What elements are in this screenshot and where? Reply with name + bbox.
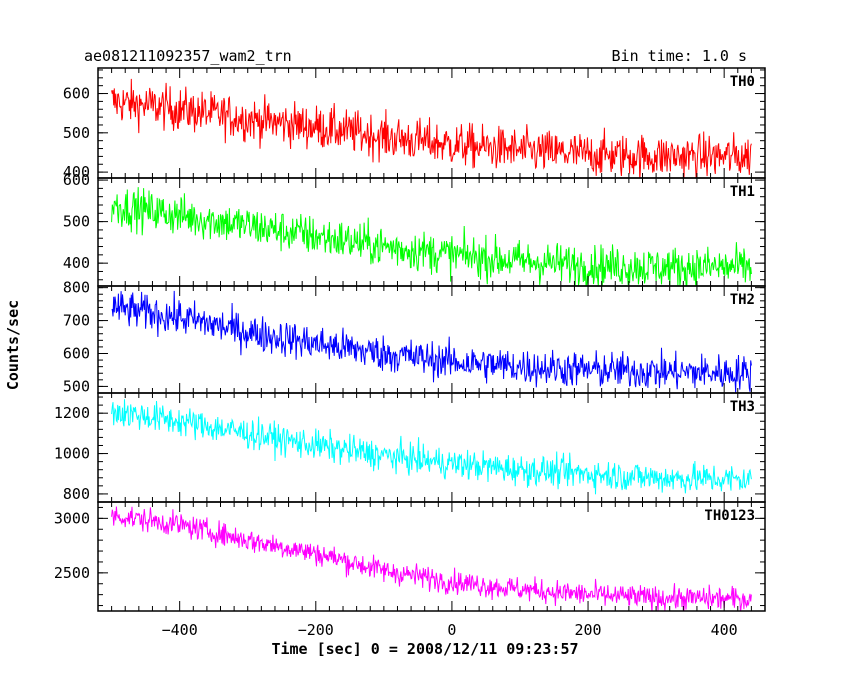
y-tick-label: 600: [63, 171, 90, 189]
x-tick-label: 0: [447, 621, 456, 639]
x-tick-label: 400: [711, 621, 738, 639]
panel-th1: 400 500 600 TH1: [63, 171, 766, 287]
y-tick-label: 800: [63, 279, 90, 297]
panel-label-th3: TH3: [730, 399, 755, 415]
panel-label-th0: TH0: [730, 74, 755, 90]
y-tick-label: 800: [63, 485, 90, 503]
y-tick-label: 500: [63, 213, 90, 231]
y-axis-title: Counts/sec: [4, 300, 22, 390]
series-line-th0123: [111, 506, 752, 611]
series-line-th3: [111, 399, 752, 495]
x-axis-title: Time [sec] 0 = 2008/12/11 09:23:57: [271, 640, 578, 658]
x-tick-label: 200: [574, 621, 601, 639]
panel-th0123: 2500 3000 TH0123: [54, 501, 766, 612]
y-tick-label: 700: [63, 312, 90, 330]
x-tick-label: −400: [162, 621, 198, 639]
panel-th2: 500 600 700 800 TH2: [63, 279, 766, 395]
header-right-title: Bin time: 1.0 s: [612, 47, 747, 65]
y-tick-label: 3000: [54, 509, 90, 527]
y-tick-label: 600: [63, 344, 90, 362]
y-tick-label: 400: [63, 163, 90, 181]
panel-label-th2: TH2: [730, 292, 755, 308]
series-line-th1: [111, 187, 752, 286]
y-tick-label: 1200: [54, 404, 90, 422]
panels: 400 500 600 TH0 400 500 600 TH1 500 600 700 800 TH2 8…: [54, 67, 766, 639]
y-tick-label: 500: [63, 377, 90, 395]
panel-label-th1: TH1: [730, 184, 755, 200]
panel-label-th0123: TH0123: [704, 508, 755, 524]
x-tick-label: −200: [298, 621, 334, 639]
y-tick-label: 500: [63, 124, 90, 142]
y-tick-label: 1000: [54, 445, 90, 463]
panel-frame: [97, 501, 766, 612]
panel-th3: 800 1000 1200 TH3: [54, 392, 766, 503]
series-line-th0: [111, 78, 752, 178]
header-left-title: ae081211092357_wam2_trn: [84, 47, 292, 65]
panel-th0: 400 500 600 TH0: [63, 67, 766, 181]
y-tick-label: 400: [63, 254, 90, 272]
y-tick-label: 2500: [54, 564, 90, 582]
series-line-th2: [111, 290, 752, 393]
y-tick-label: 600: [63, 85, 90, 103]
